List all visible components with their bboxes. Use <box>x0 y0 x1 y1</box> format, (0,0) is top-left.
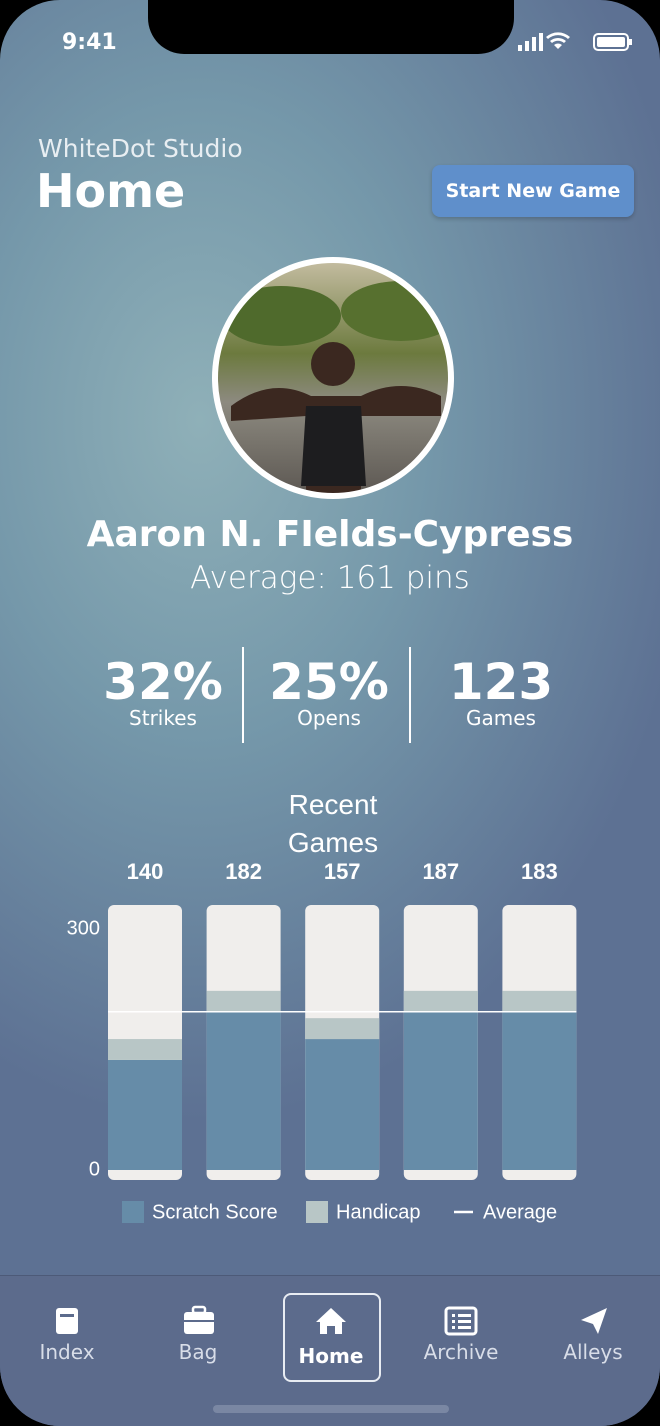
bar-segment <box>403 1011 478 1170</box>
stat-label: Opens <box>297 706 361 730</box>
stat-value: 25% <box>269 653 389 711</box>
profile-average: Average: 161 pins <box>190 560 470 596</box>
chart: 0 300 140 182 157 187 183 Scratch Score Handicap… <box>67 859 577 1223</box>
legend-label: Scratch Score <box>152 1201 278 1223</box>
tab-bar <box>0 1275 660 1426</box>
chart-title: Recent Games <box>287 789 379 858</box>
legend-swatch <box>306 1201 328 1223</box>
bar-label: 187 <box>422 859 459 884</box>
stat-value: 32% <box>103 653 223 711</box>
status-time: 9:41 <box>62 30 117 55</box>
stat: 25% Opens <box>249 652 409 730</box>
legend-swatch <box>122 1201 144 1223</box>
page-title: Home <box>36 164 186 218</box>
bar-segment <box>206 990 281 1012</box>
tab[interactable]: Alleys <box>563 1340 623 1364</box>
bar-segment <box>305 1018 380 1040</box>
stat-value: 123 <box>448 653 554 711</box>
stat: 123 Games <box>421 652 581 730</box>
stat: 32% Strikes <box>83 652 243 730</box>
tab[interactable]: Index <box>39 1340 95 1364</box>
stat-label: Strikes <box>129 706 197 730</box>
tab[interactable]: Home <box>298 1344 364 1368</box>
bar-label: 157 <box>324 859 361 884</box>
bar-label: 140 <box>127 859 164 884</box>
studio-name: WhiteDot Studio <box>38 134 243 163</box>
active-tab-frame <box>283 1293 381 1382</box>
bar-segment <box>403 990 478 1012</box>
tab[interactable]: Archive <box>423 1340 499 1364</box>
tab[interactable]: Bag <box>178 1340 218 1364</box>
bar-label: 183 <box>521 859 558 884</box>
stat-label: Games <box>466 706 536 730</box>
bar-label: 182 <box>225 859 262 884</box>
tab-icons <box>56 1305 607 1336</box>
bar-segment <box>502 1011 577 1170</box>
status-icons <box>518 32 632 51</box>
divider <box>409 647 411 743</box>
avatar <box>212 257 454 499</box>
bar-segment <box>206 1011 281 1170</box>
bar-segment <box>108 1039 182 1060</box>
y-tick-label: 0 <box>89 1158 100 1180</box>
start-game-button[interactable]: Start New Game <box>432 165 634 217</box>
profile-name: Aaron N. FIelds-Cypress <box>86 514 574 555</box>
bar-segment <box>502 990 577 1012</box>
y-tick-label: 300 <box>67 917 100 939</box>
divider <box>242 647 244 743</box>
legend-label: Handicap <box>336 1201 421 1223</box>
bar-segment <box>305 1039 380 1170</box>
bar-segment <box>108 1059 182 1170</box>
notch <box>148 0 514 54</box>
legend-label: Average <box>483 1201 557 1223</box>
home-indicator <box>213 1405 449 1413</box>
